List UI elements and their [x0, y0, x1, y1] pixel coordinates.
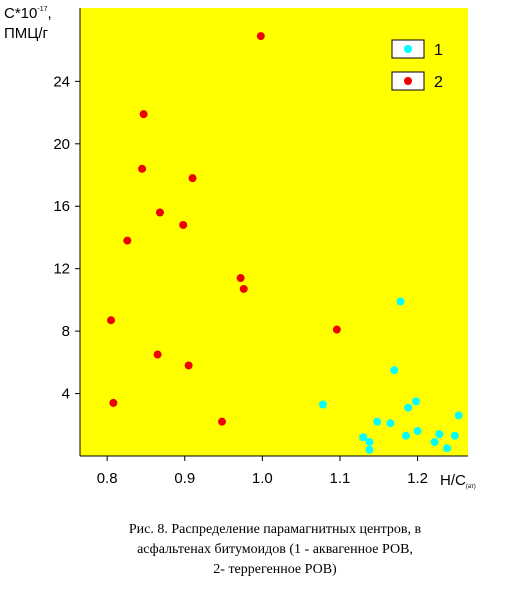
data-point-series-1 — [386, 419, 395, 428]
y-tick-label: 24 — [53, 73, 70, 90]
x-tick-label: 0.8 — [97, 470, 118, 487]
caption-line: Рис. 8. Распределение парамагнитных цент… — [128, 522, 422, 537]
x-tick-label: 1.1 — [330, 470, 351, 487]
data-point-series-1 — [373, 417, 382, 426]
x-ticks: 0.8 0.9 1.0 1.1 1.2 — [97, 456, 428, 487]
data-point-series-2 — [188, 174, 197, 183]
data-point-series-1 — [413, 427, 422, 436]
legend: 1 2 — [391, 39, 443, 91]
data-point-series-2 — [139, 110, 148, 119]
legend-marker-2 — [404, 77, 412, 85]
data-point-series-1 — [450, 431, 459, 440]
y-axis-unit: ПМЦ/г — [4, 25, 49, 42]
data-point-series-1 — [365, 445, 374, 454]
data-point-series-1 — [435, 430, 444, 439]
x-tick-label: 1.0 — [252, 470, 273, 487]
data-point-series-2 — [179, 220, 188, 229]
y-tick-label: 16 — [53, 198, 70, 215]
x-tick-label: 0.9 — [174, 470, 195, 487]
legend-label-2: 2 — [434, 74, 443, 91]
data-point-series-1 — [404, 403, 413, 412]
data-point-series-1 — [443, 444, 452, 453]
data-point-series-2 — [256, 32, 265, 41]
data-point-series-1 — [318, 400, 327, 409]
data-point-series-2 — [218, 417, 227, 426]
data-point-series-2 — [155, 208, 164, 217]
y-tick-label: 8 — [62, 323, 70, 340]
data-point-series-1 — [359, 433, 368, 442]
y-ticks: 4 8 12 16 20 24 — [53, 73, 80, 403]
x-tick-label: 1.2 — [407, 470, 428, 487]
data-point-series-2 — [138, 164, 147, 173]
data-point-series-2 — [123, 236, 132, 245]
data-point-series-1 — [401, 431, 410, 440]
y-tick-label: 4 — [62, 386, 70, 403]
legend-marker-1 — [404, 45, 412, 53]
data-point-series-1 — [396, 297, 405, 306]
data-point-series-2 — [109, 398, 118, 407]
data-point-series-2 — [236, 274, 245, 283]
data-point-series-1 — [412, 397, 421, 406]
y-axis-label: C*10-17, — [4, 5, 52, 22]
caption-line: 2- террегенное РОВ) — [213, 562, 337, 577]
y-tick-label: 12 — [53, 261, 70, 278]
data-point-series-2 — [184, 361, 193, 370]
caption-line: асфальтенах битумоидов (1 - аквагенное Р… — [137, 542, 413, 557]
data-point-series-1 — [390, 366, 399, 375]
data-point-series-2 — [153, 350, 162, 359]
data-point-series-2 — [239, 284, 248, 293]
legend-label-1: 1 — [434, 42, 443, 59]
data-point-series-1 — [430, 437, 439, 446]
data-point-series-2 — [332, 325, 341, 334]
data-point-series-1 — [454, 411, 463, 420]
data-points — [107, 32, 463, 454]
data-point-series-1 — [365, 437, 374, 446]
data-point-series-2 — [107, 316, 116, 325]
figure-caption: Рис. 8. Распределение парамагнитных цент… — [90, 520, 460, 580]
y-tick-label: 20 — [53, 136, 70, 153]
x-axis-label: H/C(ат) — [440, 472, 476, 490]
